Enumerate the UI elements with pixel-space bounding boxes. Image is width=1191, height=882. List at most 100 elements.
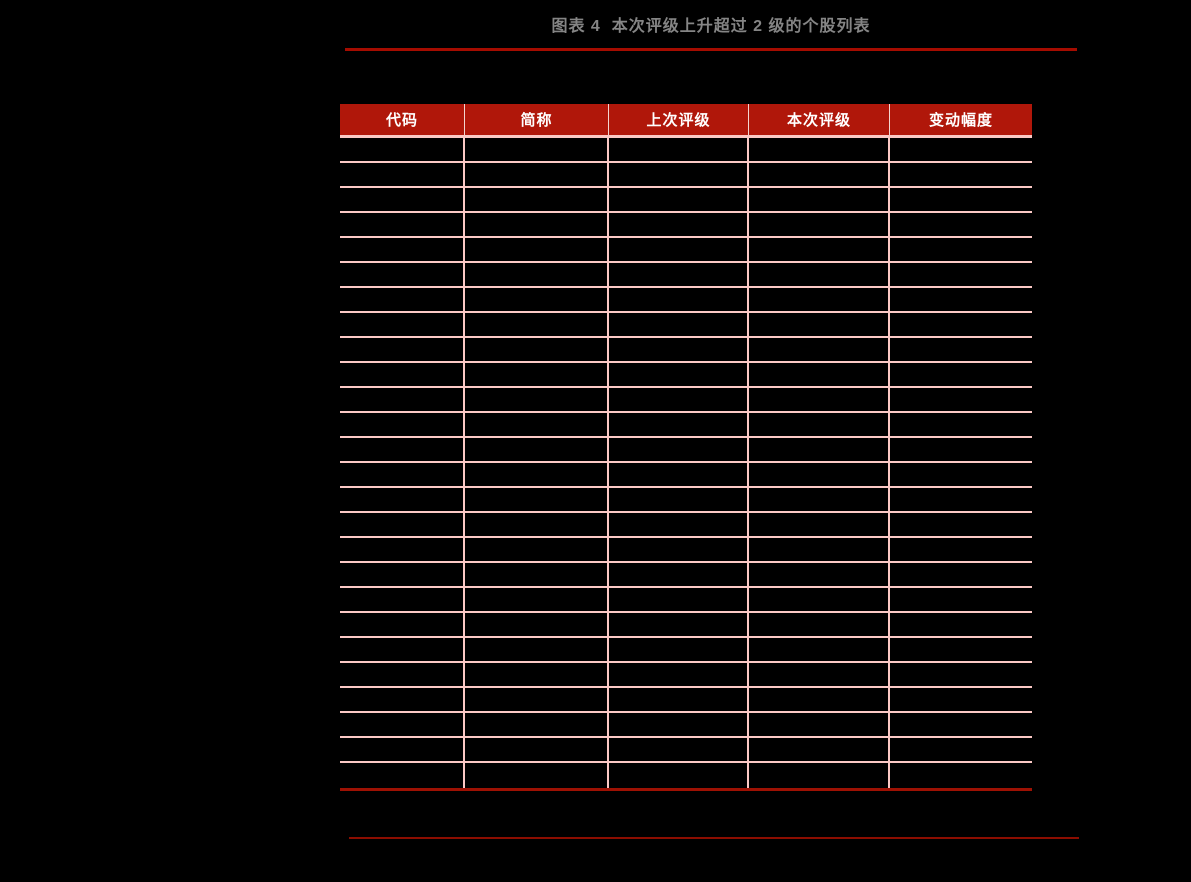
table-cell [749, 538, 890, 561]
table-cell [340, 613, 465, 636]
table-cell [340, 138, 465, 161]
table-cell [340, 388, 465, 411]
col-header-prev-rating: 上次评级 [609, 104, 749, 135]
table-cell [465, 538, 609, 561]
table-cell [609, 713, 749, 736]
table-cell [465, 363, 609, 386]
table-cell [465, 588, 609, 611]
table-cell [749, 738, 890, 761]
table-cell [340, 638, 465, 661]
table-cell [340, 763, 465, 788]
table-cell [465, 288, 609, 311]
table-row [340, 563, 1032, 588]
table-cell [465, 388, 609, 411]
table-cell [340, 438, 465, 461]
table-cell [749, 213, 890, 236]
table-cell [465, 663, 609, 686]
table-row [340, 638, 1032, 663]
table-cell [890, 463, 1032, 486]
table-row [340, 488, 1032, 513]
table-cell [749, 438, 890, 461]
caption-underline-rule [345, 48, 1077, 51]
table-cell [340, 238, 465, 261]
table-cell [609, 463, 749, 486]
table-cell [609, 588, 749, 611]
table-row [340, 413, 1032, 438]
table-cell [890, 338, 1032, 361]
table-cell [749, 363, 890, 386]
table-cell [890, 163, 1032, 186]
table-cell [340, 263, 465, 286]
table-cell [890, 588, 1032, 611]
table-cell [749, 313, 890, 336]
table-cell [890, 238, 1032, 261]
table-cell [609, 638, 749, 661]
table-cell [465, 713, 609, 736]
table-cell [465, 238, 609, 261]
table-cell [749, 463, 890, 486]
table-row [340, 463, 1032, 488]
table-cell [340, 488, 465, 511]
table-cell [890, 738, 1032, 761]
table-cell [609, 738, 749, 761]
col-header-name: 简称 [465, 104, 609, 135]
table-cell [749, 713, 890, 736]
table-cell [890, 763, 1032, 788]
table-cell [609, 263, 749, 286]
table-cell [749, 138, 890, 161]
table-cell [465, 463, 609, 486]
table-cell [465, 688, 609, 711]
table-row [340, 388, 1032, 413]
table-cell [890, 213, 1032, 236]
ratings-table: 代码 简称 上次评级 本次评级 变动幅度 [340, 104, 1032, 791]
col-header-current-rating: 本次评级 [749, 104, 890, 135]
table-row [340, 438, 1032, 463]
table-cell [609, 613, 749, 636]
table-cell [890, 138, 1032, 161]
table-cell [890, 313, 1032, 336]
table-row [340, 288, 1032, 313]
table-cell [749, 513, 890, 536]
table-row [340, 588, 1032, 613]
table-cell [890, 363, 1032, 386]
table-cell [890, 288, 1032, 311]
table-cell [749, 663, 890, 686]
table-cell [749, 563, 890, 586]
table-cell [340, 588, 465, 611]
table-cell [609, 338, 749, 361]
table-cell [609, 563, 749, 586]
table-row [340, 613, 1032, 638]
table-row [340, 713, 1032, 738]
table-cell [749, 488, 890, 511]
table-cell [890, 613, 1032, 636]
table-row [340, 188, 1032, 213]
table-cell [340, 213, 465, 236]
table-cell [890, 438, 1032, 461]
table-row [340, 163, 1032, 188]
table-cell [609, 438, 749, 461]
table-row [340, 213, 1032, 238]
table-cell [340, 463, 465, 486]
table-cell [465, 738, 609, 761]
table-row [340, 738, 1032, 763]
table-row [340, 138, 1032, 163]
footer-rule [349, 837, 1079, 839]
figure-caption: 图表 4 本次评级上升超过 2 级的个股列表 [345, 15, 1077, 39]
table-cell [749, 388, 890, 411]
table-row [340, 238, 1032, 263]
table-cell [340, 288, 465, 311]
table-row [340, 538, 1032, 563]
table-cell [749, 613, 890, 636]
table-row [340, 338, 1032, 363]
table-header-row: 代码 简称 上次评级 本次评级 变动幅度 [340, 104, 1032, 138]
table-cell [465, 513, 609, 536]
table-cell [609, 663, 749, 686]
table-cell [890, 663, 1032, 686]
table-cell [749, 638, 890, 661]
table-cell [609, 188, 749, 211]
table-cell [749, 238, 890, 261]
table-cell [749, 688, 890, 711]
table-cell [890, 538, 1032, 561]
table-cell [890, 388, 1032, 411]
table-body [340, 138, 1032, 791]
